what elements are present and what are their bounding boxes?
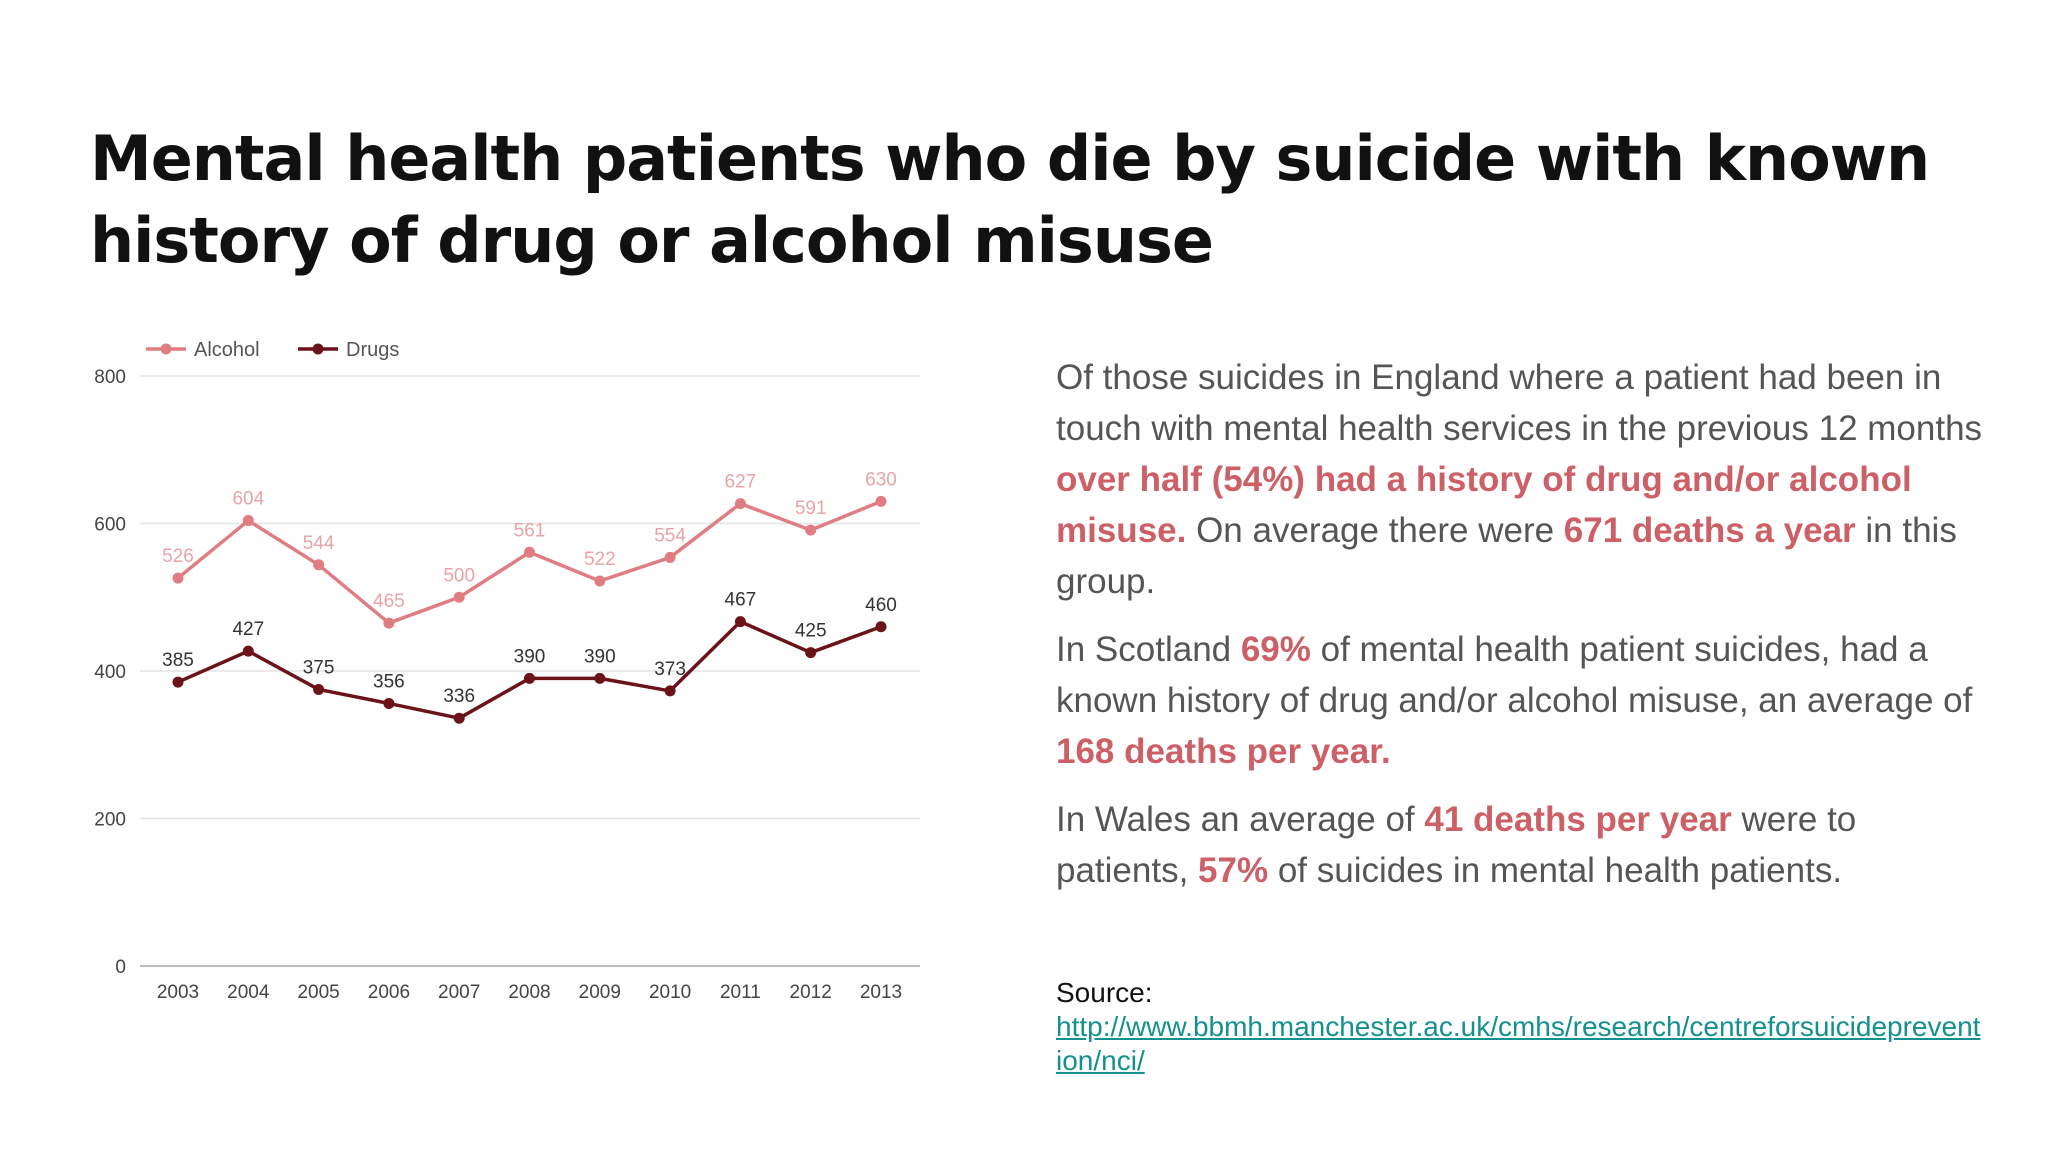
- data-point-alcohol-2013: [875, 495, 887, 507]
- data-point-drugs-2006: [383, 697, 395, 709]
- legend-label-drugs: Drugs: [346, 339, 399, 361]
- p2-highlight-deaths: 168 deaths per year: [1056, 732, 1381, 771]
- data-label-drugs-2007: 336: [443, 686, 475, 707]
- data-label-alcohol-2004: 604: [232, 489, 264, 510]
- p3-highlight-percent: 57%: [1198, 851, 1269, 890]
- y-tick-label-200: 200: [94, 810, 126, 831]
- p2-highlight-period: .: [1380, 732, 1391, 771]
- x-tick-label-2006: 2006: [368, 982, 410, 1003]
- data-point-drugs-2012: [805, 647, 817, 659]
- x-tick-label-2009: 2009: [579, 982, 621, 1003]
- description-panel: Of those suicides in England where a pat…: [1056, 352, 1986, 913]
- line-chart: 0 200 400 600 800 2003 2004 2005 2006 2007 2008 200…: [70, 318, 970, 1018]
- y-tick-label-600: 600: [94, 515, 126, 536]
- data-point-alcohol-2012: [805, 524, 817, 536]
- data-point-drugs-2005: [313, 683, 325, 695]
- p1-highlight-period: .: [1176, 511, 1187, 550]
- paragraph-scotland: In Scotland 69% of mental health patient…: [1056, 624, 1986, 777]
- p3-text-a: In Wales an average of: [1056, 800, 1425, 839]
- x-tick-label-2012: 2012: [790, 982, 832, 1003]
- x-tick-label-2007: 2007: [438, 982, 480, 1003]
- data-point-alcohol-2008: [524, 546, 535, 558]
- data-label-alcohol-2003: 526: [162, 546, 194, 567]
- paragraph-england: Of those suicides in England where a pat…: [1056, 352, 1986, 607]
- data-point-drugs-2013: [875, 621, 887, 633]
- data-label-alcohol-2009: 522: [584, 549, 616, 570]
- p1-text-c: in this group.: [1056, 511, 1957, 601]
- data-label-alcohol-2012: 591: [795, 498, 827, 519]
- source-link[interactable]: http://www.bbmh.manchester.ac.uk/cmhs/re…: [1056, 1011, 1981, 1076]
- paragraph-wales: In Wales an average of 41 deaths per yea…: [1056, 794, 1986, 896]
- p1-text-b: On average there were: [1186, 511, 1564, 550]
- x-tick-label-2003: 2003: [157, 982, 199, 1003]
- data-label-drugs-2011: 467: [725, 590, 757, 611]
- source-label: Source:: [1056, 977, 1153, 1008]
- data-point-drugs-2007: [453, 712, 465, 724]
- data-label-alcohol-2007: 500: [443, 565, 475, 586]
- data-label-drugs-2013: 460: [865, 595, 897, 616]
- data-point-drugs-2003: [172, 676, 184, 688]
- x-tick-label-2005: 2005: [297, 982, 339, 1003]
- y-tick-label-400: 400: [94, 662, 126, 683]
- x-tick-label-2004: 2004: [227, 982, 270, 1003]
- data-point-drugs-2008: [524, 672, 535, 684]
- data-label-drugs-2003: 385: [162, 650, 194, 671]
- source-citation: Source: http://www.bbmh.manchester.ac.uk…: [1056, 976, 1986, 1078]
- data-point-drugs-2010: [664, 685, 676, 697]
- data-label-alcohol-2005: 544: [303, 533, 335, 554]
- data-label-drugs-2008: 390: [514, 646, 546, 667]
- legend-marker-alcohol: [160, 343, 172, 355]
- p3-text-c: of suicides in mental health patients.: [1268, 851, 1843, 890]
- slide-title-line1: Mental health patients who die by suicid…: [90, 122, 1930, 195]
- data-label-drugs-2010: 373: [654, 659, 686, 680]
- data-label-alcohol-2011: 627: [725, 472, 757, 493]
- p2-text-a: In Scotland: [1056, 630, 1241, 669]
- data-point-alcohol-2007: [453, 591, 465, 603]
- y-tick-label-0: 0: [115, 957, 126, 978]
- y-tick-label-800: 800: [94, 367, 126, 388]
- x-tick-label-2011: 2011: [720, 982, 761, 1003]
- p1-text-a: Of those suicides in England where a pat…: [1056, 358, 1983, 448]
- slide-title-line2: history of drug or alcohol misuse: [90, 204, 1214, 277]
- data-point-drugs-2004: [242, 645, 254, 657]
- data-point-drugs-2011: [734, 616, 746, 628]
- data-label-drugs-2004: 427: [232, 619, 264, 640]
- legend-label-alcohol: Alcohol: [194, 339, 260, 361]
- p1-highlight-deaths: 671 deaths a year: [1563, 511, 1856, 550]
- chart-svg: 0 200 400 600 800 2003 2004 2005 2006 2007 2008 200…: [94, 339, 920, 1003]
- data-label-alcohol-2010: 554: [654, 525, 686, 546]
- p2-highlight-percent: 69%: [1240, 630, 1311, 669]
- data-label-drugs-2012: 425: [795, 621, 827, 642]
- x-tick-label-2008: 2008: [508, 982, 550, 1003]
- p2-text-b: of mental health patient suicides, had a…: [1056, 630, 1973, 720]
- data-point-alcohol-2011: [734, 498, 746, 510]
- x-tick-label-2010: 2010: [649, 982, 691, 1003]
- data-label-drugs-2009: 390: [584, 646, 616, 667]
- data-point-alcohol-2003: [172, 572, 184, 584]
- data-point-alcohol-2006: [383, 617, 395, 629]
- data-point-alcohol-2009: [594, 575, 606, 587]
- data-label-drugs-2005: 375: [303, 657, 335, 678]
- data-label-alcohol-2006: 465: [373, 591, 405, 612]
- x-tick-label-2013: 2013: [860, 982, 902, 1003]
- p3-text-b: were to patients,: [1056, 800, 1857, 890]
- data-point-alcohol-2010: [664, 551, 676, 563]
- legend-marker-drugs: [312, 343, 324, 355]
- data-point-drugs-2009: [594, 672, 606, 684]
- data-point-alcohol-2005: [313, 559, 325, 571]
- data-label-drugs-2006: 356: [373, 671, 405, 692]
- data-label-alcohol-2008: 561: [514, 520, 546, 541]
- series-line-drugs: [177, 619, 882, 720]
- data-point-alcohol-2004: [242, 515, 254, 527]
- data-label-alcohol-2013: 630: [865, 469, 897, 490]
- slide-title: Mental health patients who die by suicid…: [90, 118, 1990, 282]
- p3-highlight-deaths: 41 deaths per year: [1424, 800, 1732, 839]
- p1-highlight-half: over half (54%) had a history of drug an…: [1056, 460, 1912, 550]
